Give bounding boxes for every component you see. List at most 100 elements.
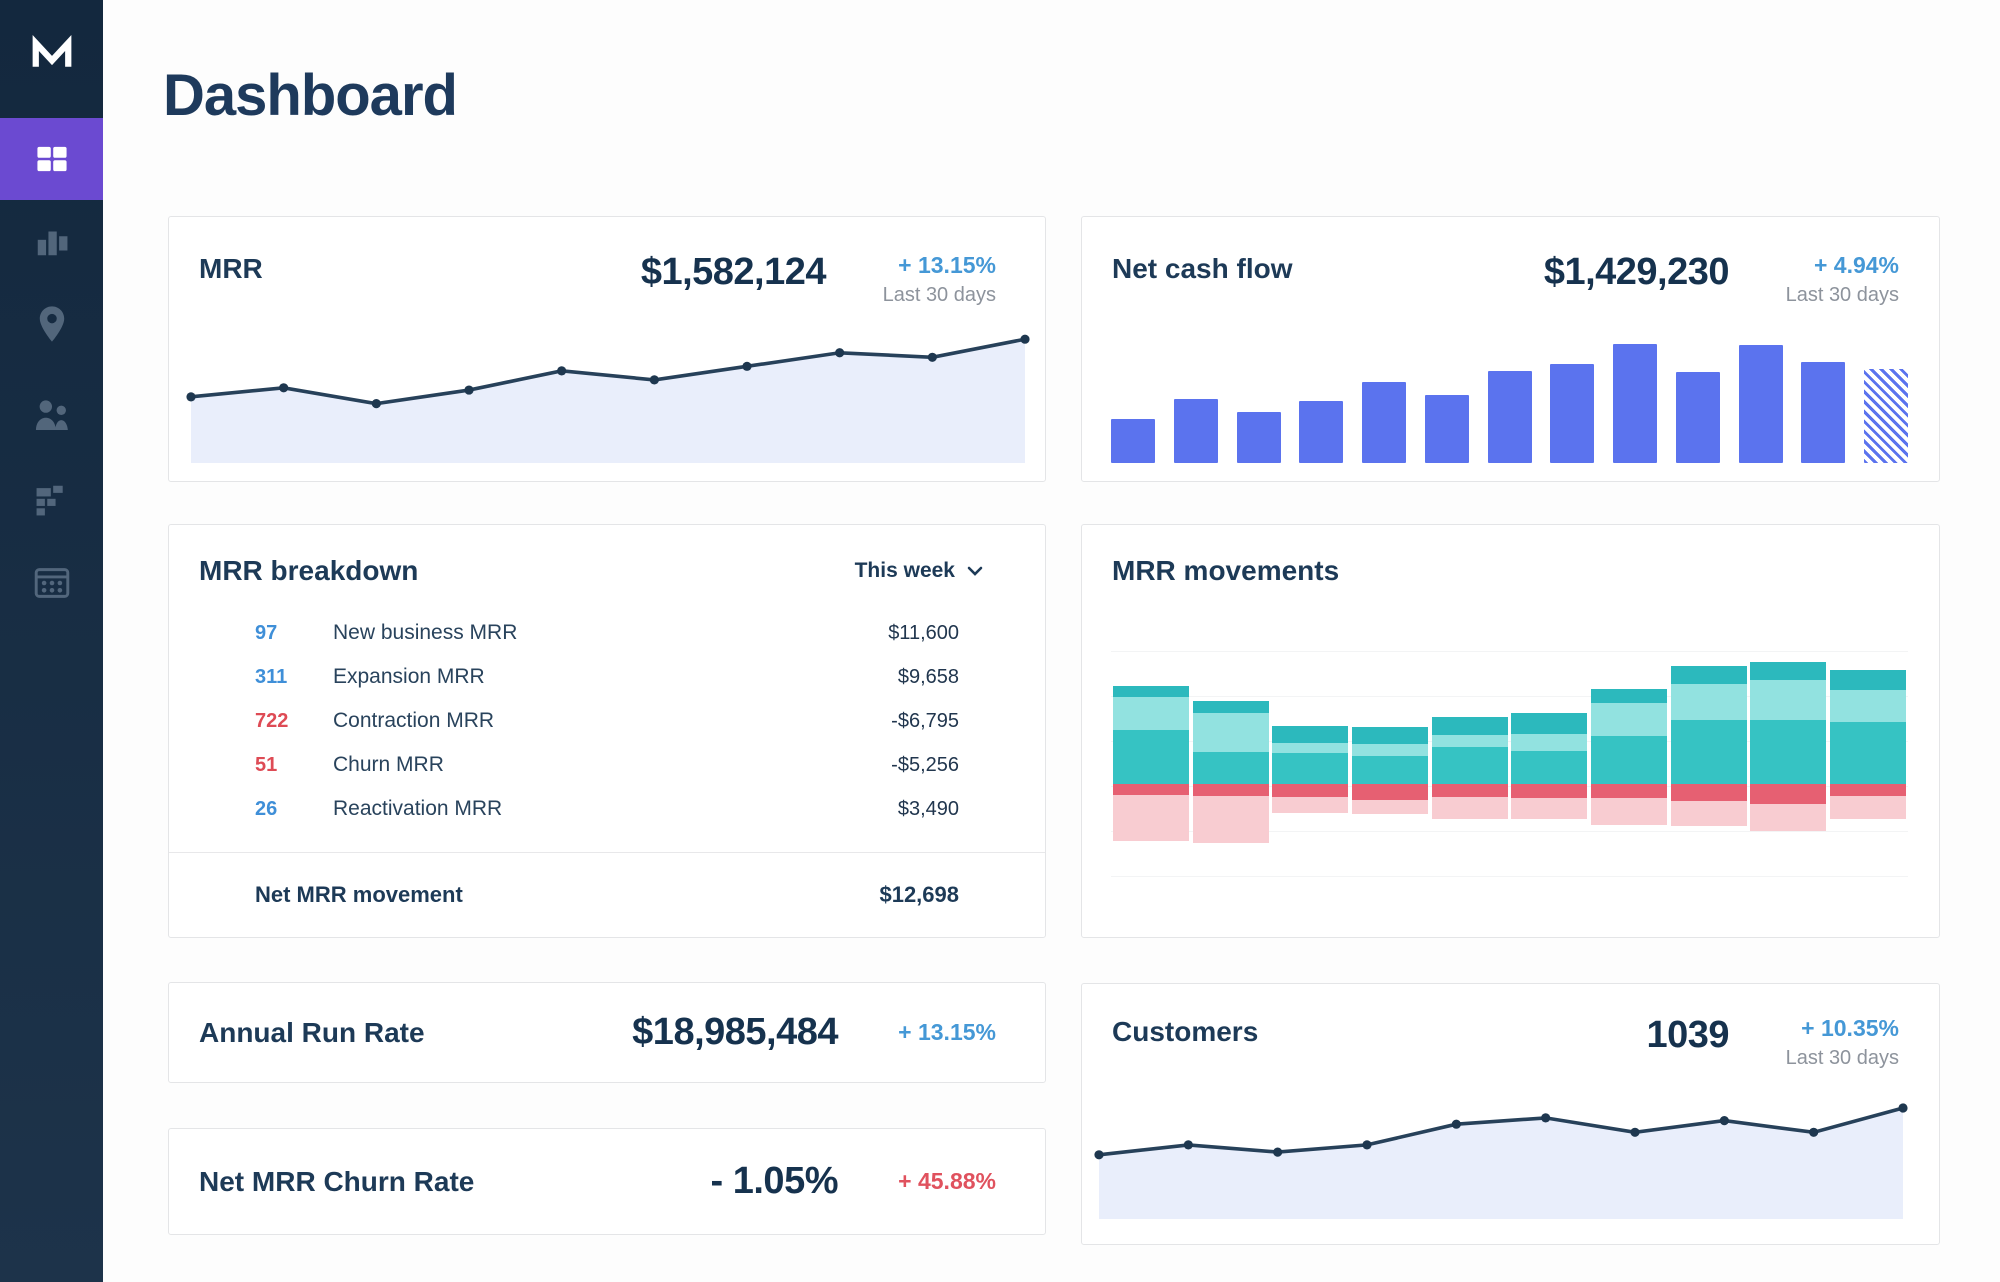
net-cash-flow-card: Net cash flow $1,429,230 + 4.94% Last 30… xyxy=(1081,216,1940,482)
segment-churn xyxy=(1830,796,1906,819)
breakdown-label: Reactivation MRR xyxy=(333,797,503,820)
data-point-dot xyxy=(1630,1127,1640,1137)
data-point-dot xyxy=(1183,1140,1193,1150)
segment-expansion xyxy=(1272,743,1348,753)
segment-reactivation xyxy=(1193,701,1269,713)
data-point-dot xyxy=(927,352,937,362)
breakdown-count: 26 xyxy=(255,797,278,820)
customers-card: Customers 1039 + 10.35% Last 30 days xyxy=(1081,983,1940,1245)
data-point-dot xyxy=(186,392,196,402)
segment-new-business xyxy=(1113,730,1189,784)
breakdown-value: $3,490 xyxy=(897,797,959,820)
mrr-card: MRR $1,582,124 + 13.15% Last 30 days xyxy=(168,216,1046,482)
annual-run-rate-card: Annual Run Rate $18,985,484 + 13.15% xyxy=(168,982,1046,1083)
segment-contraction xyxy=(1193,784,1269,796)
breakdown-count: 97 xyxy=(255,621,278,644)
segment-reactivation xyxy=(1432,717,1508,735)
movement-bar xyxy=(1671,651,1747,886)
time-range-filter-label: This week xyxy=(854,559,955,582)
movement-bar xyxy=(1750,651,1826,886)
cash-flow-bar xyxy=(1738,345,1783,463)
movement-bar xyxy=(1272,651,1348,886)
breakdown-label: New business MRR xyxy=(333,621,518,644)
segment-churn xyxy=(1432,797,1508,819)
net-mrr-movement-value: $12,698 xyxy=(879,882,959,907)
annual-run-rate-title: Annual Run Rate xyxy=(199,1016,425,1048)
data-point-dot xyxy=(1541,1113,1551,1123)
segment-contraction xyxy=(1750,784,1826,804)
segment-reactivation xyxy=(1591,689,1667,703)
cash-flow-bar xyxy=(1111,419,1155,463)
mrr-movements-stacked-chart xyxy=(1111,651,1908,886)
segment-reactivation xyxy=(1671,666,1747,684)
data-point-dot xyxy=(1273,1147,1283,1157)
data-point-dot xyxy=(1898,1103,1908,1113)
sidebar-item-dashboard[interactable] xyxy=(0,118,103,200)
segment-new-business xyxy=(1591,736,1667,784)
customers-delta: + 10.35% xyxy=(1801,1015,1899,1041)
segment-churn xyxy=(1671,801,1747,826)
data-point-dot xyxy=(1020,334,1030,344)
app-logo chartmogul-m-logo[interactable] xyxy=(0,18,103,88)
segment-churn xyxy=(1511,798,1587,819)
segment-new-business xyxy=(1750,720,1826,784)
page-title: Dashboard xyxy=(163,63,458,128)
breakdown-row: 311 Expansion MRR $9,658 xyxy=(169,655,1045,699)
cash-flow-bar xyxy=(1299,401,1344,463)
segment-new-business xyxy=(1830,722,1906,784)
segment-reactivation xyxy=(1750,662,1826,680)
segment-reactivation xyxy=(1511,713,1587,734)
breakdown-row: 26 Reactivation MRR $3,490 xyxy=(169,787,1045,831)
segment-new-business xyxy=(1511,751,1587,784)
segment-expansion xyxy=(1352,744,1428,756)
cash-flow-bar-forecast xyxy=(1864,369,1908,463)
data-table-icon xyxy=(34,568,69,598)
segment-churn xyxy=(1193,796,1269,843)
mrr-line-chart xyxy=(181,314,1035,463)
segment-blocks-icon xyxy=(36,485,63,516)
segment-new-business xyxy=(1272,753,1348,784)
breakdown-count: 51 xyxy=(255,753,278,776)
cash-flow-bar xyxy=(1550,364,1595,463)
map-pin-icon xyxy=(39,306,64,342)
cash-flow-bar xyxy=(1487,371,1532,463)
data-point-dot xyxy=(1451,1119,1461,1129)
segment-expansion xyxy=(1830,690,1906,722)
breakdown-label: Churn MRR xyxy=(333,753,444,776)
sidebar-item-segments[interactable] xyxy=(0,459,103,541)
mrr-breakdown-title: MRR breakdown xyxy=(199,555,419,586)
segment-contraction xyxy=(1511,784,1587,798)
segment-new-business xyxy=(1671,720,1747,784)
data-point-dot xyxy=(1362,1140,1372,1150)
time-range-filter[interactable]: This week xyxy=(855,559,985,583)
mrr-movements-card: MRR movements xyxy=(1081,524,1940,938)
segment-expansion xyxy=(1113,697,1189,730)
data-point-dot xyxy=(1809,1127,1819,1137)
sidebar-item-customers[interactable] xyxy=(0,373,103,455)
gridline xyxy=(1111,786,1908,787)
sidebar-item-charts[interactable] xyxy=(0,200,103,282)
net-mrr-movement-label: Net MRR movement xyxy=(255,882,463,907)
movement-bar xyxy=(1352,651,1428,886)
segment-new-business xyxy=(1352,756,1428,784)
segment-contraction xyxy=(1352,784,1428,800)
segment-expansion xyxy=(1750,680,1826,720)
data-point-dot xyxy=(371,399,381,409)
net-mrr-churn-rate-value: - 1.05% xyxy=(710,1160,839,1202)
segment-reactivation xyxy=(1272,726,1348,743)
cash-flow-bar xyxy=(1173,399,1218,463)
movement-bar xyxy=(1591,651,1667,886)
customers-line-chart xyxy=(1089,1093,1913,1219)
breakdown-value: $11,600 xyxy=(888,621,959,644)
breakdown-count: 311 xyxy=(255,665,288,688)
users-icon xyxy=(35,400,68,431)
breakdown-value: $9,658 xyxy=(897,665,959,688)
gridline xyxy=(1111,651,1908,652)
sidebar-item-data-tables[interactable] xyxy=(0,542,103,624)
sidebar-item-map[interactable] xyxy=(0,283,103,365)
movement-bar xyxy=(1193,651,1269,886)
gridline xyxy=(1111,876,1908,877)
movement-bar xyxy=(1432,651,1508,886)
segment-churn xyxy=(1591,798,1667,825)
cash-flow-bar xyxy=(1424,395,1469,463)
